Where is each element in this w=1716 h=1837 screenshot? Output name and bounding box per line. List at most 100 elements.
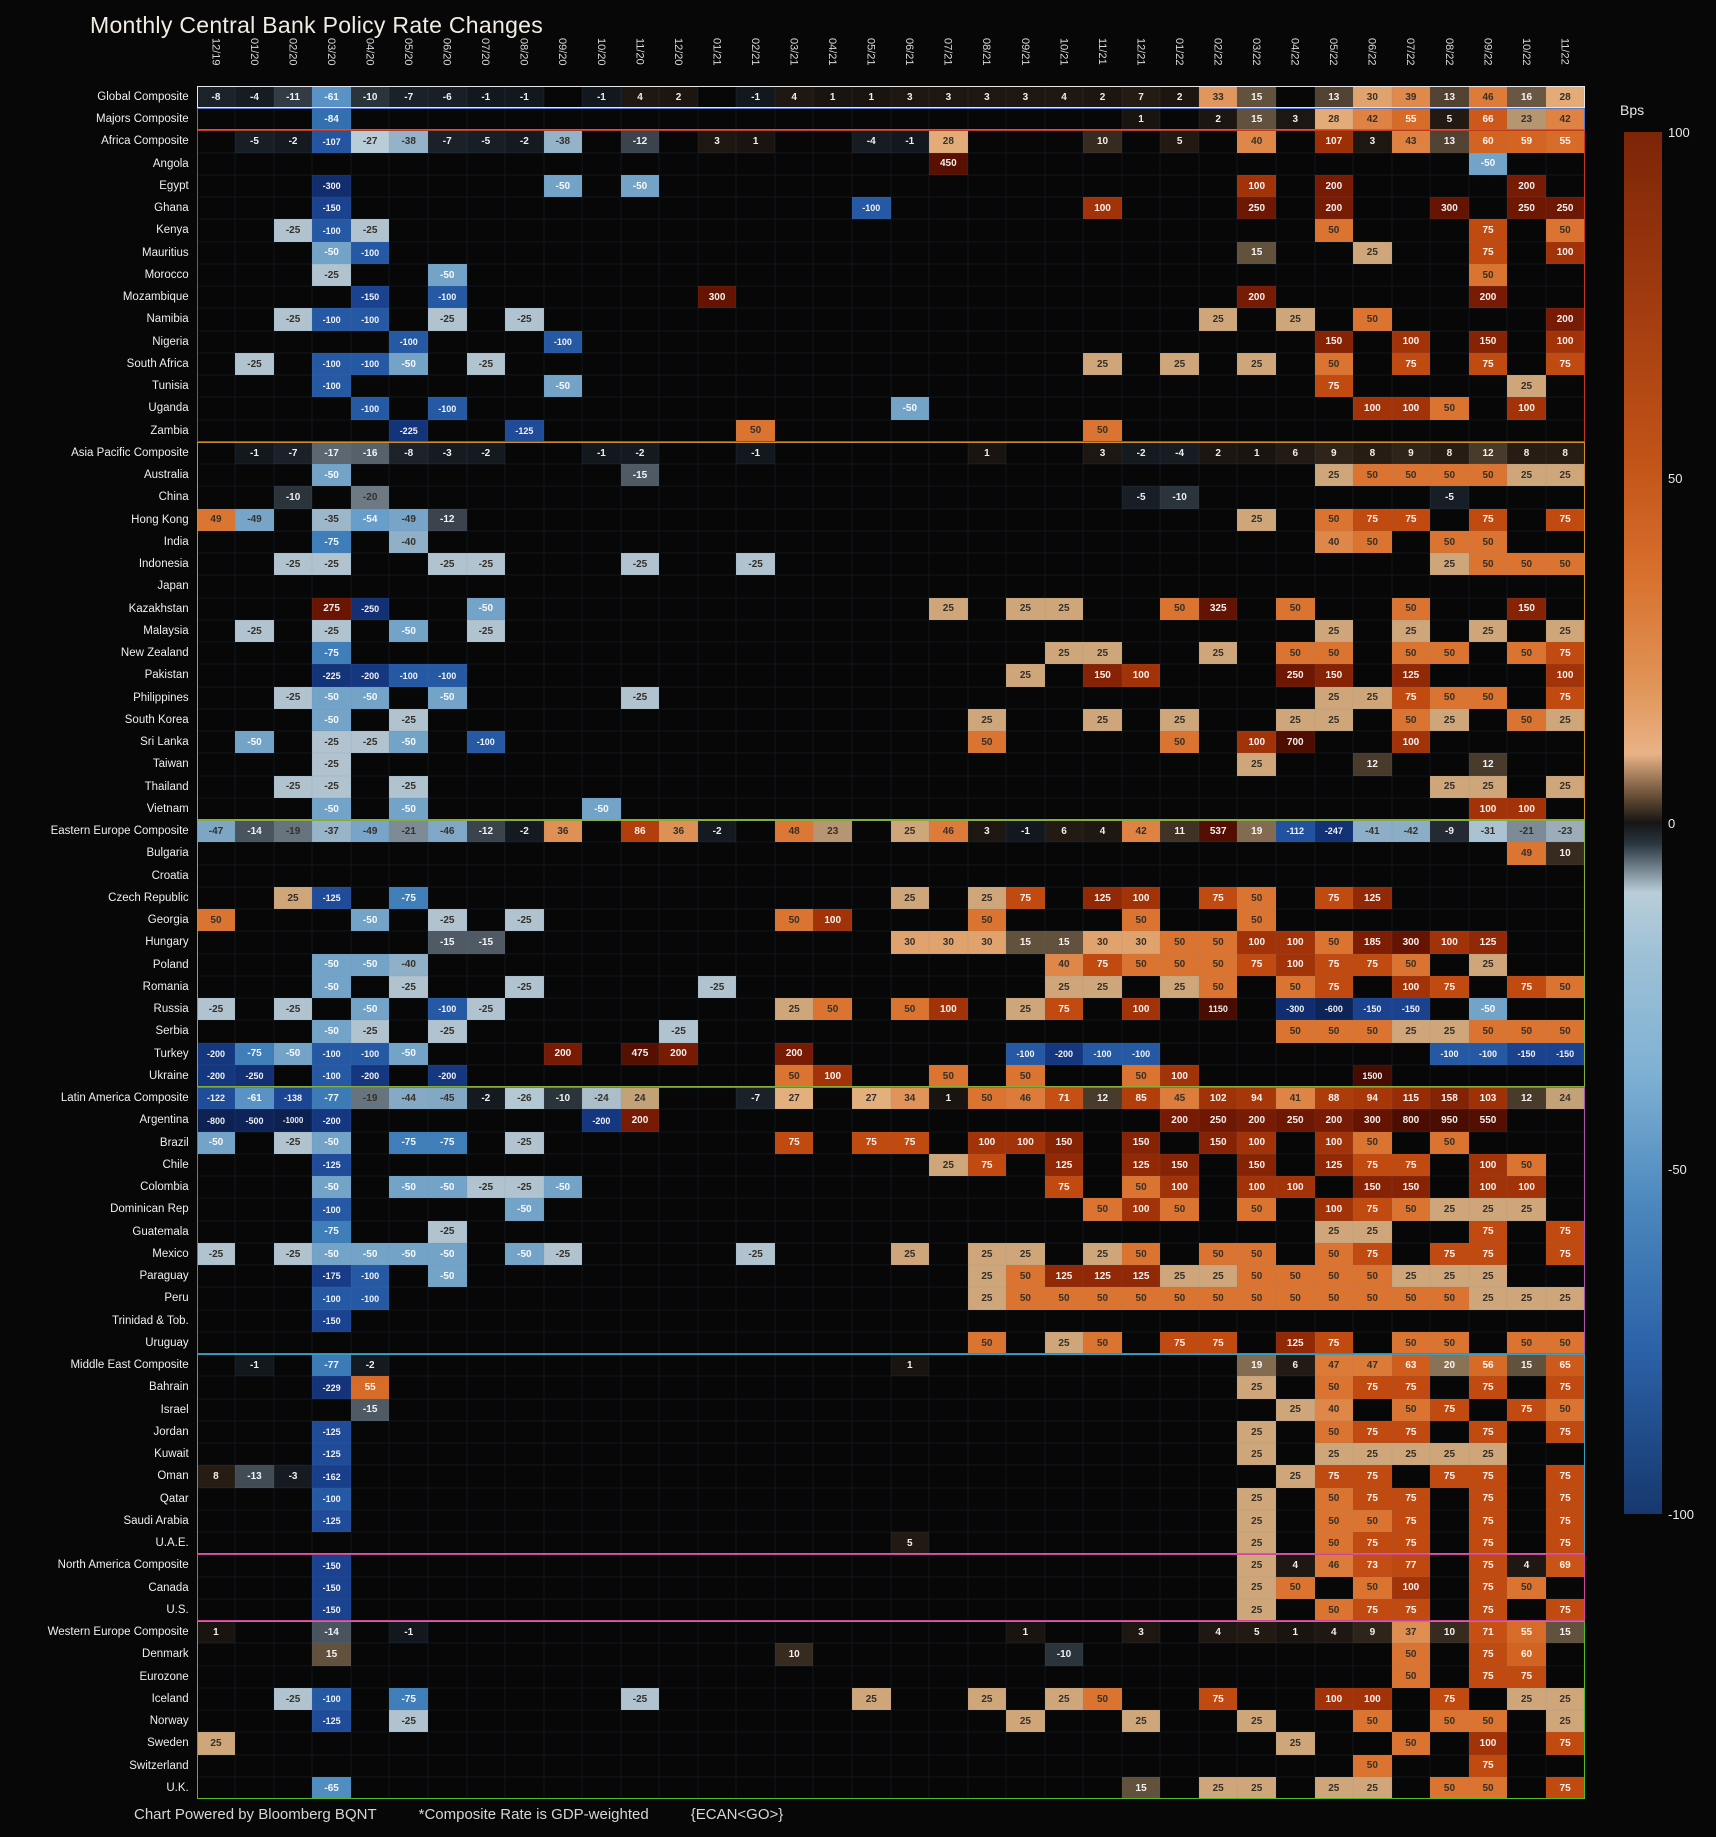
heatmap-cell [968, 375, 1007, 397]
heatmap-cell [1237, 1732, 1276, 1754]
heatmap-cell: -600 [1314, 998, 1354, 1021]
heatmap-cell: 25 [1276, 1732, 1315, 1755]
heatmap-cell: 50 [1468, 464, 1508, 487]
heatmap-cell [1546, 575, 1585, 597]
heatmap-cell [813, 130, 852, 152]
heatmap-cell [1122, 1688, 1161, 1710]
row-cells: -150 25 4 46 73 77 75 4 69 [197, 1554, 1585, 1577]
heatmap-cell [1315, 553, 1354, 575]
heatmap-cell [235, 108, 274, 130]
heatmap-cell [505, 1510, 544, 1532]
heatmap-cell [852, 1287, 891, 1309]
heatmap-cell [1160, 509, 1199, 531]
heatmap-cell: 100 [1314, 1198, 1354, 1221]
heatmap-cell: 75 [1545, 352, 1585, 376]
heatmap-cell [1430, 1154, 1469, 1176]
heatmap-cell [621, 153, 660, 175]
heatmap-cell [1507, 1732, 1546, 1754]
heatmap-cell [582, 1421, 621, 1443]
heatmap-cell [1546, 1065, 1585, 1087]
heatmap-cell [775, 687, 814, 709]
heatmap-cell [891, 1065, 930, 1087]
heatmap-cell [351, 798, 390, 820]
heatmap-cell [1083, 798, 1122, 820]
heatmap-cell: 75 [1353, 1465, 1392, 1488]
heatmap-cell [1392, 175, 1431, 197]
heatmap-cell: -75 [312, 642, 351, 665]
heatmap-cell [428, 420, 467, 442]
heatmap-cell [1353, 1310, 1392, 1332]
heatmap-cell [659, 1132, 698, 1154]
heatmap-cell [389, 1020, 428, 1042]
heatmap-cell [852, 1332, 891, 1354]
heatmap-cell [1507, 264, 1546, 286]
heatmap-cell [1237, 798, 1276, 820]
heatmap-cell [428, 242, 467, 264]
heatmap-cell [1045, 1376, 1084, 1398]
heatmap-cell [813, 1198, 852, 1220]
heatmap-cell [968, 1732, 1007, 1754]
heatmap-cell: 50 [1006, 1287, 1045, 1310]
heatmap-cell [428, 197, 467, 219]
heatmap-cell [505, 375, 544, 397]
heatmap-cell [235, 1020, 274, 1042]
footer-powered-by: Chart Powered by Bloomberg BQNT [134, 1806, 377, 1823]
heatmap-cell [1199, 486, 1238, 508]
heatmap-cell [1160, 1376, 1199, 1398]
heatmap-cell: -100 [312, 1064, 351, 1088]
row-cells: -800 -500 -1000 -200 -200 200 200 250 200 250 200 3… [196, 1109, 1585, 1132]
heatmap-cell: 25 [1430, 553, 1469, 576]
colorbar-tick: 50 [1668, 470, 1683, 486]
heatmap-cell [621, 776, 660, 798]
heatmap-cell: -50 [273, 1042, 313, 1065]
heatmap-cell: 50 [1430, 397, 1469, 420]
heatmap-cell [736, 598, 775, 620]
heatmap-cell [813, 1310, 852, 1332]
heatmap-cell [351, 931, 390, 953]
heatmap-cell [1160, 642, 1199, 664]
heatmap-cell [197, 1221, 236, 1243]
heatmap-cell: 25 [1044, 1687, 1084, 1711]
heatmap-cell [582, 1710, 621, 1732]
heatmap-cell: 20 [1430, 1354, 1469, 1377]
row-cells: -25 25 12 12 [197, 753, 1585, 776]
heatmap-cell: 42 [1121, 820, 1161, 843]
heatmap-cell [852, 464, 891, 486]
row-cells: -100 -50 50 100 50 50 100 75 50 25 25 25 [197, 1198, 1585, 1221]
row-label: Asia Pacific Composite [71, 446, 189, 459]
row-label: Uganda [148, 402, 189, 415]
heatmap-cell [698, 331, 737, 353]
heatmap-cell: -2 [697, 820, 737, 843]
heatmap-cell [659, 375, 698, 397]
heatmap-cell [351, 709, 390, 731]
heatmap-cell: 50 [1006, 1064, 1045, 1088]
row-label: Mexico [152, 1247, 189, 1260]
heatmap-cell [1276, 687, 1315, 709]
heatmap-cell [389, 865, 428, 887]
heatmap-cell [852, 531, 891, 553]
heatmap-cell [852, 709, 891, 731]
heatmap-cell: -50 [543, 1176, 583, 1199]
heatmap-cell [544, 486, 583, 508]
heatmap-cell [1160, 1243, 1199, 1265]
heatmap-cell [197, 1265, 236, 1287]
heatmap-cell [891, 1643, 930, 1665]
heatmap-cell [1122, 709, 1161, 731]
heatmap-cell [582, 1755, 621, 1777]
heatmap-cell [544, 642, 583, 664]
heatmap-cell [775, 1510, 814, 1532]
heatmap-cell [1507, 1777, 1546, 1799]
heatmap-cell [582, 865, 621, 887]
heatmap-cell [544, 1755, 583, 1777]
heatmap-cell: 12 [1468, 441, 1508, 465]
heatmap-cell: 1 [1276, 1621, 1315, 1644]
heatmap-cell [1276, 1443, 1315, 1465]
heatmap-cell [1160, 1354, 1199, 1376]
heatmap-cell [968, 1488, 1007, 1510]
heatmap-cell: 30 [890, 931, 930, 954]
heatmap-cell [1353, 709, 1392, 731]
heatmap-cell [929, 1243, 968, 1265]
heatmap-cell [1045, 509, 1084, 531]
heatmap-cell: -150 [1545, 1042, 1585, 1065]
heatmap-cell [1006, 509, 1045, 531]
